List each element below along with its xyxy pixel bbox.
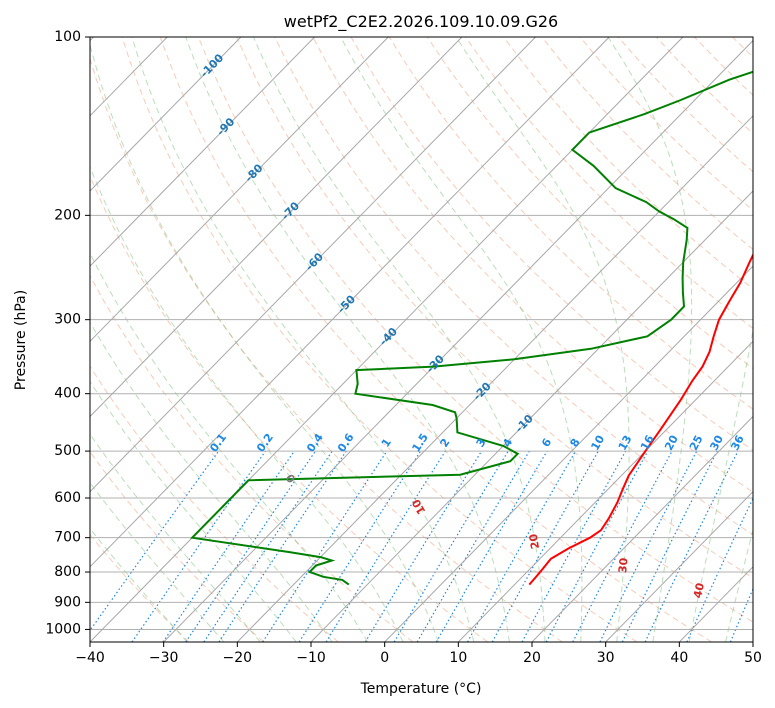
moist-adiabat	[185, 37, 510, 642]
y-tick-label: 500	[54, 443, 81, 459]
y-tick-label: 600	[54, 490, 81, 506]
mixing-ratio-line	[90, 450, 220, 632]
dry-adiabat	[121, 37, 638, 642]
x-axis: −40 −30 −20 −10 0 10 20 30 40 50	[75, 642, 762, 666]
isotherm-line	[90, 37, 536, 493]
mixing-ratio-label: 25	[687, 433, 706, 453]
x-axis-label: Temperature (°C)	[360, 681, 482, 697]
moist-adiabat-label: 40	[691, 581, 707, 599]
mixing-ratio-label: 36	[728, 433, 747, 453]
y-tick-label: 200	[54, 207, 81, 223]
dry-adiabat	[197, 37, 753, 623]
moist-adiabat-label: 30	[616, 557, 630, 574]
dry-adiabat	[90, 175, 488, 642]
moist-adiabat-label: 20	[527, 532, 542, 550]
y-tick-label: 100	[54, 29, 81, 45]
x-tick-label: 10	[449, 650, 467, 666]
dry-adiabat	[90, 451, 264, 642]
mixing-ratio-label: 13	[616, 433, 635, 453]
mixing-ratio-line	[599, 450, 698, 642]
x-tick-label: 0	[380, 650, 389, 666]
y-axis: 100 200 300 400 500 600 700 800 900 1000	[45, 29, 90, 637]
moist-adiabat	[131, 37, 475, 642]
mixing-ratio-line	[218, 450, 347, 642]
mixing-ratio-line	[545, 450, 649, 642]
mixing-ratio-line	[131, 450, 266, 642]
isotherm-line	[384, 265, 753, 642]
dewpoint-profile-line	[190, 70, 753, 586]
mixing-ratio-line	[521, 450, 627, 642]
x-tick-label: 50	[744, 650, 762, 666]
dry-adiabat	[312, 37, 753, 493]
x-tick-label: −30	[149, 650, 179, 666]
isotherm-line	[90, 37, 242, 192]
mixing-ratio-label: 30	[707, 433, 726, 453]
chart-title: wetPf2_C2E2.2026.109.10.09.G26	[284, 12, 558, 32]
y-tick-label: 900	[54, 594, 81, 610]
dry-adiabat	[236, 37, 753, 579]
dry-adiabat	[426, 37, 753, 370]
moist-adiabat	[90, 321, 333, 642]
x-tick-label: 20	[523, 650, 541, 666]
y-tick-label: 300	[54, 312, 81, 328]
isotherm-line	[90, 37, 463, 418]
isotherm-line	[310, 190, 753, 642]
moist-adiabat	[607, 37, 693, 642]
y-tick-label: 700	[54, 530, 81, 546]
isotherm-line	[90, 37, 389, 343]
isotherm-line	[90, 37, 610, 568]
y-tick-label: 1000	[45, 621, 81, 637]
dry-adiabat	[159, 37, 712, 642]
mixing-ratio-line	[298, 450, 422, 642]
mixing-ratio-line	[621, 450, 718, 642]
isotherm-line	[605, 490, 753, 642]
moist-adiabat	[90, 380, 297, 642]
plot-frame	[89, 36, 754, 643]
series-group	[190, 70, 753, 586]
moist-adiabat	[90, 165, 404, 642]
moist-adiabats	[90, 37, 753, 642]
isotherm-line	[236, 115, 753, 642]
moist-adiabat	[455, 37, 630, 642]
isotherm-lines	[90, 37, 753, 642]
dry-adiabat	[350, 37, 753, 451]
moist-adiabat	[90, 433, 261, 642]
y-tick-label: 800	[54, 564, 81, 580]
moist-adiabat	[688, 328, 753, 642]
dry-adiabat	[90, 365, 339, 642]
mixing-ratio-line	[466, 450, 577, 642]
x-tick-label: −10	[296, 650, 326, 666]
temperature-profile-line	[528, 252, 753, 586]
isotherm-line	[163, 39, 753, 642]
pressure-gridlines	[90, 37, 753, 630]
isotherm-line	[90, 37, 315, 267]
x-tick-label: 40	[670, 650, 688, 666]
isotherm-line	[457, 340, 753, 642]
moist-adiabat	[725, 528, 753, 642]
moist-adiabat	[90, 251, 369, 642]
y-axis-label: Pressure (hPa)	[13, 290, 29, 390]
x-tick-label: −40	[75, 650, 105, 666]
mixing-ratio-line	[262, 450, 388, 642]
moist-adiabat	[90, 481, 225, 642]
mixing-ratio-line	[162, 450, 295, 642]
moist-adiabat	[90, 42, 439, 642]
plot-area: -100-90-80-70-60-50-40-30-20-100.1 0.2 0.4…	[90, 37, 753, 642]
isotherm-line	[531, 415, 753, 642]
mixing-ratio-line	[364, 450, 483, 642]
mixing-ratio-label: 20	[662, 433, 681, 453]
y-tick-label: 400	[54, 386, 81, 402]
dry-adiabat	[90, 56, 563, 642]
mixing-ratio-line	[185, 450, 316, 642]
mixing-ratio-line	[203, 450, 333, 642]
dry-adiabat	[388, 37, 753, 410]
x-tick-label: −20	[223, 650, 253, 666]
moist-adiabat	[253, 37, 546, 642]
x-tick-label: 30	[597, 650, 615, 666]
